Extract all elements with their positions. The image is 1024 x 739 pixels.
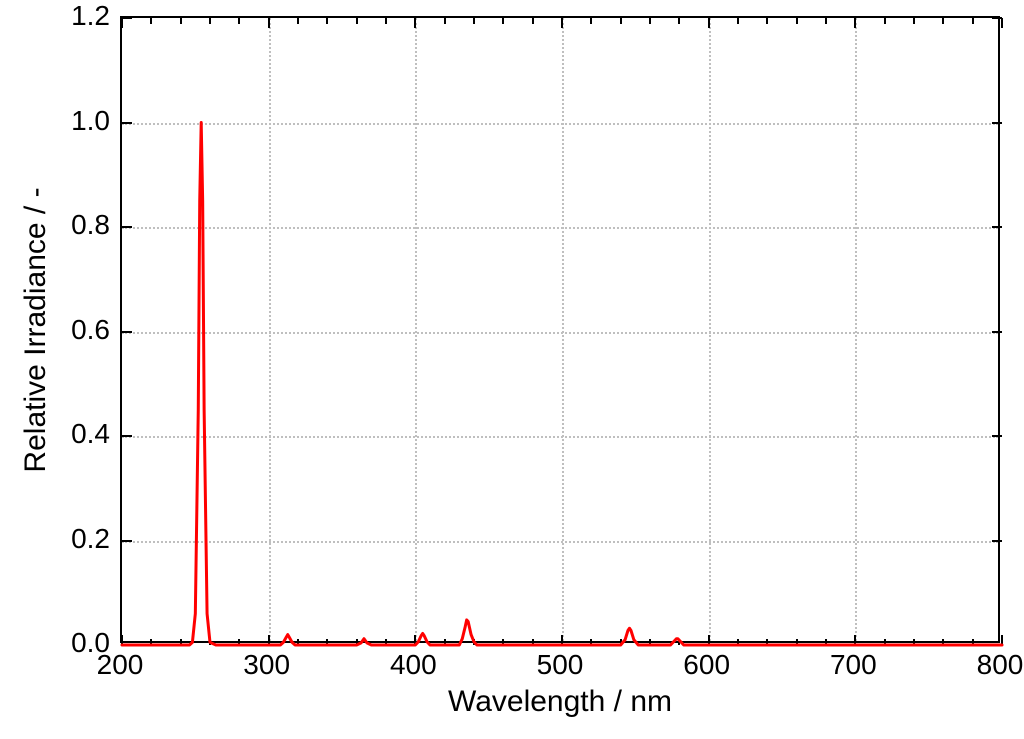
spectrum-chart: Wavelength / nm Relative Irradiance / - … <box>0 0 1024 739</box>
x-tick-label: 400 <box>390 649 437 681</box>
x-axis-label: Wavelength / nm <box>448 685 672 719</box>
x-tick-label: 700 <box>830 649 877 681</box>
y-tick-label: 0.0 <box>71 627 110 659</box>
y-tick-label: 1.0 <box>71 105 110 137</box>
series-line <box>122 18 1002 645</box>
x-tick-label: 600 <box>683 649 730 681</box>
y-axis-label: Relative Irradiance / - <box>19 187 53 472</box>
y-tick-label: 0.6 <box>71 314 110 346</box>
x-tick-label: 800 <box>977 649 1024 681</box>
y-tick-label: 1.2 <box>71 0 110 32</box>
y-tick-label: 0.8 <box>71 209 110 241</box>
y-tick-label: 0.2 <box>71 523 110 555</box>
plot-area <box>120 16 1000 643</box>
y-tick-label: 0.4 <box>71 418 110 450</box>
x-tick-label: 300 <box>243 649 290 681</box>
x-tick-label: 500 <box>537 649 584 681</box>
